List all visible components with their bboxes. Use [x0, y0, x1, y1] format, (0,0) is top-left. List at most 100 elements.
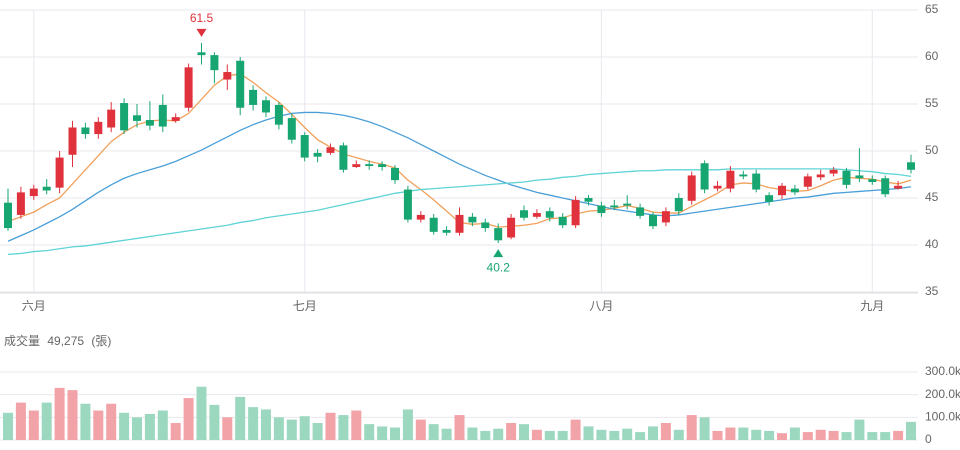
volume-bar — [248, 407, 259, 440]
volume-bar — [428, 424, 439, 440]
y-tick-label: 55 — [925, 96, 939, 110]
candle-body — [197, 52, 206, 56]
candle-body — [107, 109, 116, 128]
volume-bar — [80, 403, 91, 440]
volume-bar — [41, 402, 52, 440]
candle-body — [726, 170, 735, 189]
y-tick-label: 45 — [925, 190, 939, 204]
candle-body — [907, 162, 915, 170]
candle-body — [326, 147, 335, 153]
y-tick-label: 65 — [925, 2, 939, 16]
volume-bar — [402, 409, 413, 440]
volume-bar — [106, 403, 117, 440]
volume-bar — [699, 417, 710, 440]
volume-bar — [286, 419, 297, 440]
candle-body — [4, 202, 12, 229]
x-tick-label: 六月 — [22, 299, 46, 313]
candle-body — [481, 222, 490, 229]
candle-body — [545, 211, 554, 218]
volume-bar — [648, 426, 658, 440]
volume-bar — [635, 432, 646, 440]
volume-bar — [480, 430, 491, 440]
volume-bar — [738, 427, 749, 440]
candle-body — [610, 205, 619, 208]
candle-body — [700, 163, 709, 190]
y-tick-label: 60 — [925, 49, 939, 63]
candle-body — [636, 207, 645, 216]
volume-bar — [209, 404, 220, 440]
volume-title: 成交量 — [4, 333, 40, 348]
volume-bar — [893, 430, 904, 440]
candle-body — [571, 199, 580, 226]
volume-bar — [544, 430, 555, 440]
candle-body — [16, 192, 25, 215]
candle-body — [494, 228, 503, 241]
volume-bar — [660, 423, 671, 440]
volume-bar — [725, 427, 736, 440]
volume-bar — [157, 410, 168, 440]
candle-body — [584, 198, 593, 202]
volume-bar — [261, 409, 271, 440]
max-label: 61.5 — [190, 11, 214, 25]
candle-body — [274, 104, 283, 125]
volume-bar — [144, 413, 155, 440]
candle-body — [210, 55, 219, 71]
volume-bar — [273, 417, 284, 440]
candle-body — [868, 179, 877, 183]
candle-body — [158, 104, 167, 127]
candle-body — [236, 60, 245, 108]
candle-body — [133, 115, 141, 121]
candle-body — [816, 174, 825, 178]
candle-body — [223, 72, 232, 80]
volume-bar — [828, 430, 839, 440]
volume-bar — [28, 410, 39, 440]
volume-bar — [390, 427, 400, 440]
y-tick-label: 100.0k — [925, 410, 960, 424]
candle-body — [778, 185, 786, 196]
candle-body — [752, 173, 761, 190]
volume-bar — [67, 390, 78, 440]
candle-body — [842, 170, 851, 185]
candle-body — [468, 216, 477, 223]
candle-body — [532, 213, 541, 217]
candle-body — [455, 214, 464, 233]
y-tick-label: 200.0k — [925, 387, 960, 401]
candle-body — [429, 217, 438, 232]
volume-bar — [364, 424, 375, 440]
volume-current: 49,275 — [47, 334, 84, 348]
volume-bar — [557, 430, 568, 440]
volume-bar — [441, 428, 452, 440]
candle-body — [661, 211, 670, 223]
volume-bar — [622, 428, 633, 440]
candle-body — [765, 195, 774, 202]
candle-body — [894, 185, 903, 189]
candle-body — [687, 175, 696, 201]
candle-body — [29, 188, 38, 197]
volume-bar — [531, 429, 542, 440]
volume-bar — [338, 415, 349, 440]
candle-body — [68, 127, 77, 155]
x-tick-label: 九月 — [860, 299, 884, 313]
volume-bar — [54, 387, 65, 440]
candle-body — [339, 145, 348, 170]
volume-bar — [299, 416, 310, 440]
candle-body — [145, 119, 154, 126]
candle-body — [558, 216, 567, 226]
candle-body — [81, 127, 90, 135]
volume-bar — [906, 421, 916, 440]
volume-bar — [841, 432, 852, 440]
candle-body — [713, 185, 722, 189]
max-marker — [196, 28, 207, 37]
candle-body — [378, 164, 387, 167]
candle-body — [855, 175, 864, 179]
candle-body — [597, 205, 606, 214]
candle-body — [739, 174, 748, 177]
volume-bar — [93, 410, 104, 440]
candle-body — [313, 152, 322, 157]
candle-body — [262, 100, 270, 113]
volume-bar — [609, 430, 620, 440]
candle-body — [790, 188, 799, 193]
y-tick-label: 50 — [925, 143, 939, 157]
